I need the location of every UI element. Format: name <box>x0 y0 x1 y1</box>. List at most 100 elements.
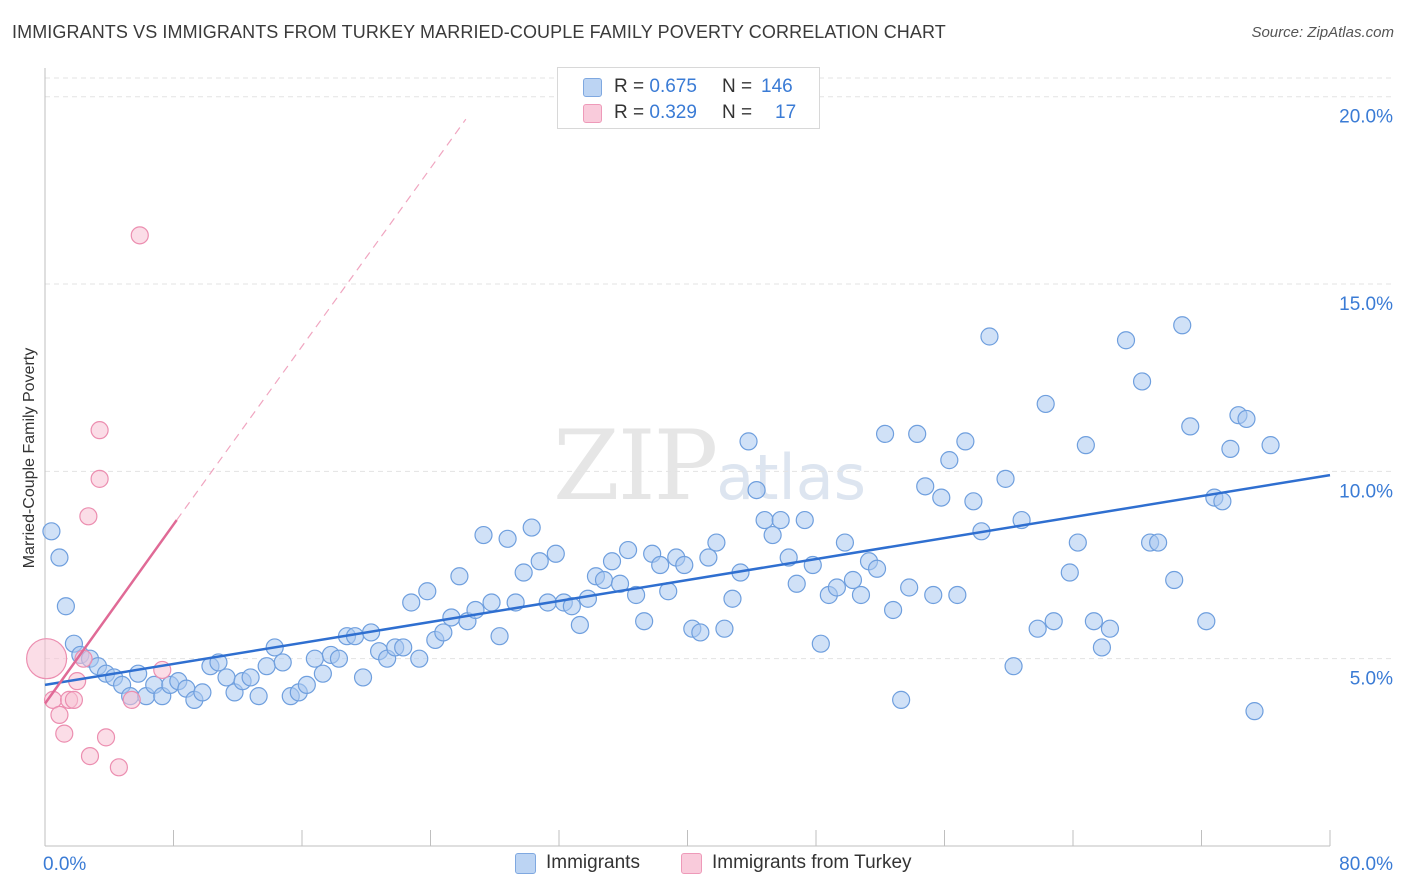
point-immigrants-from-turkey <box>80 746 100 766</box>
trend-line-immigrants <box>44 473 1331 687</box>
x-tick-label-min: 0.0% <box>43 854 86 875</box>
legend-r-value: 0.329 <box>649 102 697 123</box>
point-immigrants <box>474 525 493 545</box>
point-immigrants <box>747 480 766 500</box>
point-immigrants-from-turkey <box>50 705 69 724</box>
point-immigrants-from-turkey <box>90 469 109 488</box>
y-tick-label: 15.0% <box>1339 294 1393 315</box>
point-immigrants <box>1028 619 1047 638</box>
point-immigrants <box>594 570 614 590</box>
point-immigrants <box>1213 492 1232 511</box>
point-immigrants-from-turkey <box>130 226 149 245</box>
point-immigrants <box>402 593 421 612</box>
y-tick-label: 5.0% <box>1350 669 1393 690</box>
y-tick-label: 10.0% <box>1339 481 1393 502</box>
point-immigrants <box>1237 409 1256 429</box>
point-immigrants <box>875 424 895 444</box>
point-immigrants <box>249 687 268 706</box>
point-immigrants <box>787 574 806 593</box>
point-immigrants <box>305 649 324 668</box>
point-immigrants <box>867 559 887 578</box>
point-immigrants-from-turkey <box>26 638 68 680</box>
legend-r-text: R = 0.675 <box>614 76 697 98</box>
point-immigrants <box>626 585 646 605</box>
point-immigrants-from-turkey <box>90 421 109 440</box>
point-immigrants <box>482 593 501 612</box>
x-tick-label-max: 80.0% <box>1339 854 1393 875</box>
point-immigrants <box>908 424 927 444</box>
point-immigrants-from-turkey <box>55 724 74 743</box>
point-immigrants <box>618 540 638 560</box>
point-immigrants <box>450 567 469 586</box>
point-immigrants <box>699 548 718 567</box>
legend-swatch-blue <box>515 853 536 874</box>
legend-n-value: 17 <box>775 102 797 123</box>
axes <box>44 68 1331 847</box>
point-immigrants <box>1100 619 1120 638</box>
point-immigrants <box>273 653 292 672</box>
legend-r-text: R = 0.329 <box>614 102 697 124</box>
point-immigrants <box>410 649 429 668</box>
point-immigrants-from-turkey <box>122 690 141 709</box>
point-immigrants <box>490 627 509 646</box>
point-immigrants <box>193 683 212 702</box>
source-label: Source: ZipAtlas.com <box>1251 24 1394 41</box>
watermark-zip: ZIP <box>553 410 718 522</box>
point-immigrants <box>257 657 276 676</box>
trend-line-turkey-extension <box>176 118 467 521</box>
point-immigrants <box>1076 436 1095 455</box>
point-immigrants <box>940 451 959 470</box>
point-immigrants <box>763 525 782 545</box>
legend-r-label: R = <box>614 76 645 97</box>
point-immigrants <box>916 477 935 496</box>
point-immigrants <box>900 578 919 597</box>
point-immigrants <box>546 544 565 563</box>
legend-n-label: N = <box>722 76 753 97</box>
point-immigrants <box>691 623 710 642</box>
point-immigrants <box>843 570 863 590</box>
point-immigrants <box>948 585 967 605</box>
point-immigrants <box>1060 563 1079 582</box>
point-immigrants <box>297 675 316 695</box>
trend-lines <box>43 118 1331 705</box>
point-immigrants <box>329 649 349 668</box>
point-immigrants <box>932 488 951 507</box>
legend-r-label: R = <box>614 102 645 123</box>
legend-r-value: 0.675 <box>649 76 697 97</box>
point-immigrants <box>434 623 453 642</box>
point-immigrants <box>514 563 533 582</box>
point-immigrants <box>1165 570 1184 590</box>
series-immigrants-from-turkey <box>26 226 172 777</box>
point-immigrants <box>1149 533 1168 552</box>
point-immigrants <box>675 555 694 575</box>
point-immigrants <box>1004 657 1023 676</box>
legend-swatch-blue <box>583 78 602 97</box>
point-immigrants <box>771 510 790 530</box>
point-immigrants <box>241 668 260 687</box>
point-immigrants <box>1036 394 1055 414</box>
point-immigrants <box>980 327 999 346</box>
point-immigrants <box>707 533 726 552</box>
point-immigrants <box>883 600 903 620</box>
point-immigrants <box>1245 702 1264 721</box>
point-immigrants <box>418 582 437 601</box>
x-tick-labels: 0.0% 80.0% <box>43 854 1393 875</box>
point-immigrants <box>1261 436 1280 455</box>
point-immigrants <box>42 522 61 541</box>
point-immigrants <box>313 664 332 683</box>
point-immigrants <box>1068 533 1087 552</box>
grid-lines <box>45 77 1392 660</box>
point-immigrants <box>56 597 75 616</box>
legend-n-value: 146 <box>761 76 793 97</box>
point-immigrants <box>851 585 871 605</box>
series-immigrants <box>42 316 1280 721</box>
point-immigrants <box>1084 612 1103 631</box>
point-immigrants <box>635 612 654 631</box>
point-immigrants-from-turkey <box>79 507 98 526</box>
legend-label-turkey: Immigrants from Turkey <box>712 852 912 873</box>
point-immigrants <box>602 552 622 571</box>
legend-label-immigrants: Immigrants <box>546 852 640 873</box>
point-immigrants <box>795 510 814 530</box>
y-tick-labels: 5.0% 10.0% 15.0% 20.0% <box>1339 107 1393 690</box>
